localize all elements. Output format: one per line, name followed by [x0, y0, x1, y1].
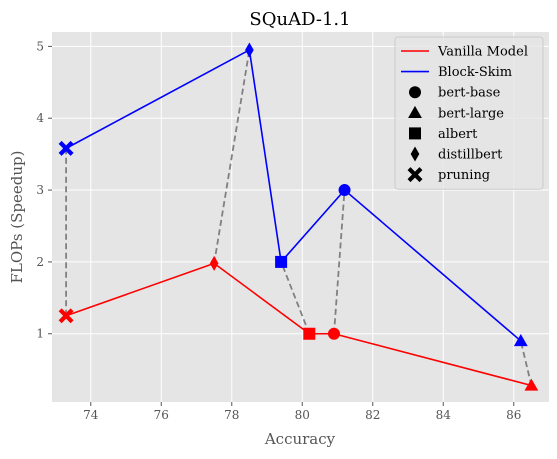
legend-label: bert-large	[438, 106, 504, 121]
point-blockskim-albert	[275, 255, 288, 268]
legend-marker-bert-large	[408, 105, 422, 118]
point-vanilla-bert-base	[327, 327, 340, 340]
y-tick-label: 3	[36, 183, 44, 197]
y-tick-label: 2	[36, 255, 44, 269]
x-stroke	[58, 308, 74, 324]
x-stroke	[407, 167, 423, 183]
connector-lines	[65, 49, 533, 386]
legend-box	[394, 36, 544, 190]
x-axis-ticks: 74 76 78 80 82 84 86	[83, 402, 521, 422]
x-tick-label: 78	[224, 408, 239, 422]
point-blockskim-bert-large	[513, 334, 528, 347]
legend-label: Block-Skim	[438, 65, 512, 80]
legend-marker-albert	[409, 127, 421, 140]
legend-label: distillbert	[438, 148, 503, 163]
connector-bert-large	[519, 340, 533, 386]
point-vanilla-pruning	[58, 308, 74, 324]
point-vanilla-distillbert	[209, 255, 219, 271]
y-tick-label: 5	[36, 39, 44, 53]
point-blockskim-distillbert	[245, 42, 254, 58]
x-stroke	[58, 140, 74, 156]
x-axis-label: Accuracy	[264, 430, 336, 448]
y-tick-label: 1	[36, 327, 44, 341]
legend-marker-distillbert	[410, 146, 420, 162]
y-tick-label: 4	[36, 111, 44, 125]
legend-marker-bert-base	[409, 86, 421, 99]
legend-marker-pruning	[407, 167, 423, 183]
y-axis-label: FLOPs (Speedup)	[8, 150, 26, 283]
x-tick-label: 86	[506, 408, 521, 422]
legend: Vanilla Model Block-Skim bert-base bert-lar…	[394, 36, 544, 190]
x-tick-label: 82	[365, 408, 380, 422]
chart-title: SQuAD-1.1	[249, 9, 350, 30]
x-tick-label: 84	[436, 408, 452, 422]
legend-label: Vanilla Model	[437, 45, 528, 60]
legend-label: bert-base	[438, 86, 501, 101]
point-blockskim-bert-base	[338, 184, 351, 197]
legend-label: albert	[438, 127, 478, 142]
point-vanilla-bert-large	[524, 378, 539, 391]
point-vanilla-albert	[303, 327, 316, 340]
connector-bert-base	[333, 189, 346, 334]
connector-albert	[280, 261, 311, 335]
point-blockskim-pruning	[58, 140, 74, 156]
x-tick-label: 76	[154, 408, 169, 422]
y-axis-ticks: 1 2 3 4 5	[36, 39, 52, 341]
x-tick-label: 74	[83, 408, 99, 422]
legend-label: pruning	[438, 168, 490, 183]
data-markers	[58, 42, 539, 391]
connector-distillbert	[213, 49, 251, 264]
x-tick-label: 80	[295, 408, 310, 422]
